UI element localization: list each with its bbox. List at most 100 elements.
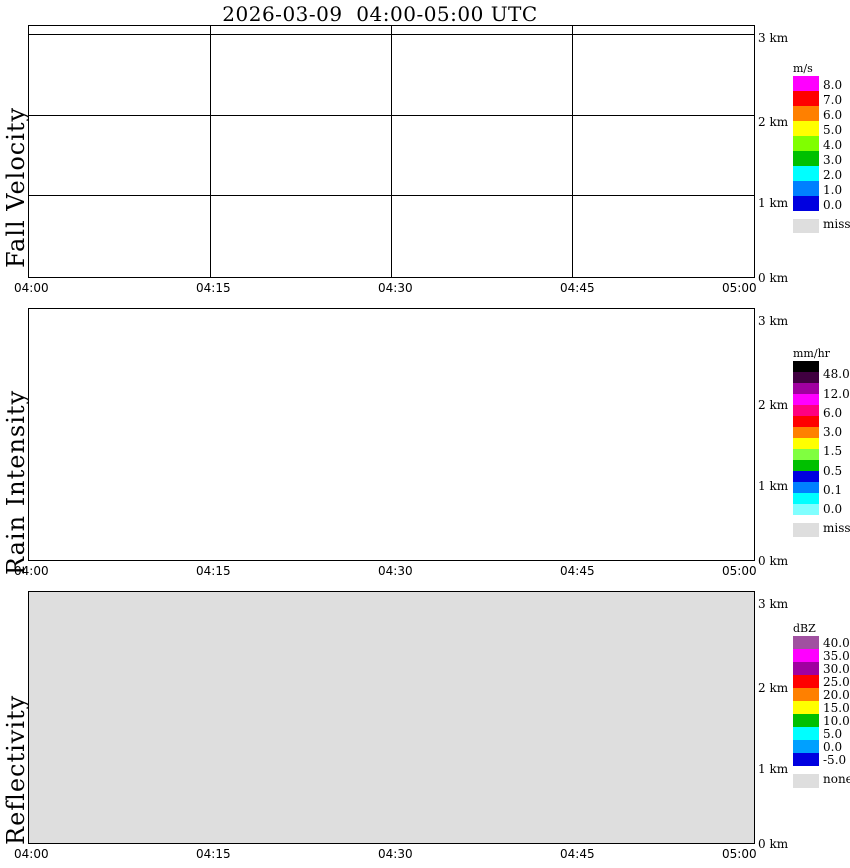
colorbar-tick-label: 10.0 <box>823 714 850 728</box>
panel-fall-velocity-xtick-0: 04:00 <box>14 281 49 295</box>
colorbar-band <box>793 471 819 482</box>
colorbar-band <box>793 136 819 151</box>
colorbar-band <box>793 701 819 714</box>
colorbar-missing-swatch <box>793 774 819 788</box>
colorbar-tick-label: 3.0 <box>823 425 843 439</box>
colorbar-band <box>793 688 819 701</box>
panel-fall-velocity-ytick-0km: 0 km <box>758 271 789 285</box>
panel-fall-velocity-ylabel: Fall Velocity <box>2 106 30 268</box>
panel-reflectivity-xtick-4: 05:00 <box>722 847 757 861</box>
colorbar-band <box>793 493 819 504</box>
colorbar-tick-label: 0.0 <box>823 502 843 516</box>
colorbar-band <box>793 361 819 372</box>
panel-fall-velocity-ytick-3km: 3 km <box>758 31 789 45</box>
colorbar-tick-label: 7.0 <box>823 93 843 107</box>
colorbar-band <box>793 649 819 662</box>
colorbar-band <box>793 675 819 688</box>
colorbar-band <box>793 181 819 196</box>
colorbar-tick-label: 5.0 <box>823 727 843 741</box>
panel-fall-velocity-ytick-2km: 2 km <box>758 115 789 129</box>
panel-fall-velocity-plot[interactable] <box>28 25 755 278</box>
panel-reflectivity-xtick-1: 04:15 <box>196 847 231 861</box>
colorbar-tick-label: 0.1 <box>823 482 843 497</box>
panel-rain-intensity-ylabel: Rain Intensity <box>2 389 30 575</box>
colorbar-band <box>793 166 819 181</box>
colorbar-band <box>793 372 819 383</box>
colorbar-band <box>793 196 819 211</box>
colorbar-band <box>793 740 819 753</box>
colorbar-band <box>793 106 819 121</box>
colorbar-tick-label: 1.0 <box>823 183 843 197</box>
colorbar-band <box>793 394 819 405</box>
panel-rain-intensity-ytick-3km: 3 km <box>758 314 789 328</box>
panel-fall-velocity-ytick-1km: 1 km <box>758 196 789 210</box>
panel-fall-velocity-xtick-2: 04:30 <box>378 281 413 295</box>
colorbar-tick-label: 8.0 <box>823 78 843 92</box>
colorbar-band <box>793 151 819 166</box>
panel-rain-intensity-ytick-0km: 0 km <box>758 554 789 568</box>
colorbar-band <box>793 482 819 493</box>
colorbar-band <box>793 405 819 416</box>
colorbar-band <box>793 121 819 136</box>
colorbar-tick-label: 6.0 <box>823 108 843 122</box>
colorbar-missing-swatch <box>793 219 819 233</box>
colorbar-tick-label: -5.0 <box>823 753 847 767</box>
colorbar-rain-intensity-units: mm/hr <box>793 347 830 360</box>
colorbar-band <box>793 753 819 766</box>
colorbar-band <box>793 416 819 427</box>
gridline-vertical <box>210 26 211 277</box>
colorbar-missing-label: miss <box>823 217 850 231</box>
colorbar-tick-label: 35.0 <box>823 649 850 663</box>
panel-rain-intensity-xtick-4: 05:00 <box>722 564 757 578</box>
colorbar-band <box>793 91 819 106</box>
colorbar-band <box>793 714 819 727</box>
colorbar-band <box>793 383 819 394</box>
panel-rain-intensity-ytick-2km: 2 km <box>758 398 789 412</box>
colorbar-tick-label: 48.0 <box>823 367 850 382</box>
panel-fall-velocity-xtick-1: 04:15 <box>196 281 231 295</box>
colorbar-reflectivity-units: dBZ <box>793 622 816 635</box>
gridline-vertical <box>391 26 392 277</box>
page-title: 2026-03-09 04:00-05:00 UTC <box>222 2 538 26</box>
colorbar-tick-label: 0.0 <box>823 740 843 754</box>
colorbar-fall-velocity-units: m/s <box>793 62 813 75</box>
panel-rain-intensity-xtick-2: 04:30 <box>378 564 413 578</box>
colorbar-band <box>793 727 819 740</box>
colorbar-tick-label: 3.0 <box>823 153 843 167</box>
panel-fall-velocity-xtick-4: 05:00 <box>722 281 757 295</box>
colorbar-band <box>793 76 819 91</box>
panel-reflectivity-xtick-0: 04:00 <box>14 847 49 861</box>
colorbar-band <box>793 449 819 460</box>
colorbar-tick-label: 6.0 <box>823 405 843 420</box>
colorbar-tick-label: 5.0 <box>823 123 843 137</box>
colorbar-band <box>793 636 819 649</box>
colorbar-band <box>793 662 819 675</box>
colorbar-tick-label: 2.0 <box>823 168 843 182</box>
colorbar-tick-label: 4.0 <box>823 138 843 152</box>
panel-reflectivity-ytick-1km: 1 km <box>758 762 789 776</box>
colorbar-tick-label: 40.0 <box>823 636 850 650</box>
colorbar-tick-label: 15.0 <box>823 701 850 715</box>
colorbar-missing-label: miss <box>823 521 850 535</box>
panel-reflectivity-ytick-3km: 3 km <box>758 597 789 611</box>
colorbar-band <box>793 427 819 438</box>
panel-rain-intensity-xtick-0: 04:00 <box>14 564 49 578</box>
colorbar-band <box>793 460 819 471</box>
panel-reflectivity-plot[interactable] <box>28 591 755 844</box>
gridline-vertical <box>572 26 573 277</box>
panel-reflectivity-ylabel: Reflectivity <box>2 694 30 845</box>
panel-rain-intensity-xtick-3: 04:45 <box>560 564 595 578</box>
colorbar-missing-swatch <box>793 523 819 537</box>
colorbar-missing-label: none <box>823 772 850 786</box>
panel-fall-velocity-xtick-3: 04:45 <box>560 281 595 295</box>
colorbar-tick-label: 30.0 <box>823 662 850 676</box>
panel-rain-intensity-plot[interactable] <box>28 308 755 561</box>
colorbar-tick-label: 0.0 <box>823 198 843 212</box>
panel-rain-intensity-ytick-1km: 1 km <box>758 479 789 493</box>
panel-reflectivity-ytick-0km: 0 km <box>758 837 789 851</box>
colorbar-tick-label: 20.0 <box>823 688 850 702</box>
panel-reflectivity-ytick-2km: 2 km <box>758 681 789 695</box>
panel-reflectivity-xtick-3: 04:45 <box>560 847 595 861</box>
colorbar-tick-label: 12.0 <box>823 386 850 401</box>
panel-rain-intensity-xtick-1: 04:15 <box>196 564 231 578</box>
